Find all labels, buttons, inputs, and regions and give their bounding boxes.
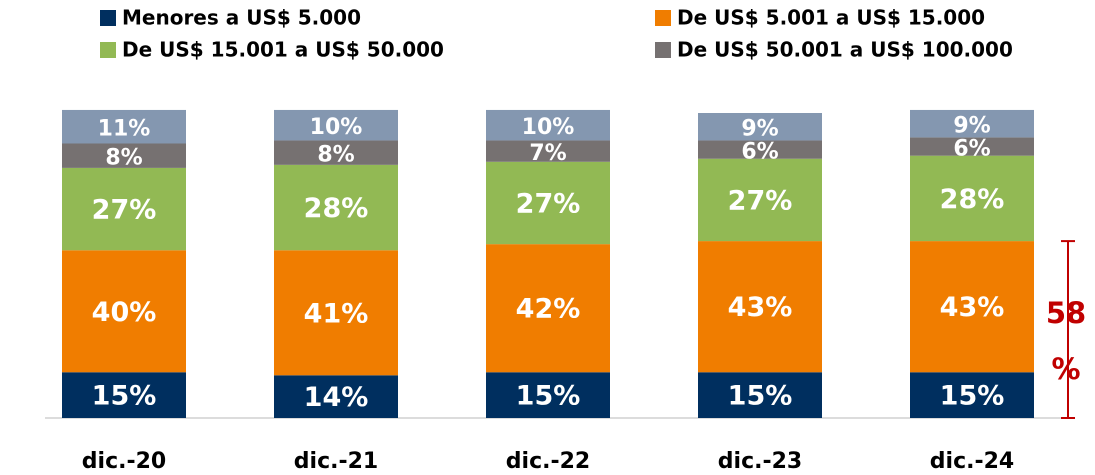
- data-label: 43%: [728, 292, 793, 323]
- data-label: 28%: [940, 184, 1005, 215]
- bar-segment: [274, 164, 398, 251]
- data-label: 9%: [741, 117, 778, 142]
- bar-segment: [698, 372, 822, 418]
- bar-segment: [486, 161, 610, 245]
- data-label: 28%: [304, 193, 369, 224]
- legend-label: Menores a US$ 5.000: [122, 6, 361, 30]
- data-label: 9%: [953, 114, 990, 139]
- bar-segment: [486, 109, 610, 141]
- data-label: 15%: [92, 381, 157, 412]
- bar-segment: [274, 140, 398, 165]
- data-label: 40%: [92, 297, 157, 328]
- legend-label: De US$ 5.001 a US$ 15.000: [677, 6, 985, 30]
- data-label: 10%: [522, 115, 575, 140]
- annotation: 58 %: [1045, 296, 1087, 386]
- x-tick-label: dic.-23: [718, 449, 802, 474]
- data-label: 10%: [310, 115, 363, 140]
- bar-segment: [698, 241, 822, 373]
- legend-label: De US$ 50.001 a US$ 100.000: [677, 38, 1013, 62]
- data-label: 15%: [940, 381, 1005, 412]
- bar-segment: [62, 167, 186, 251]
- x-tick-label: dic.-20: [82, 449, 166, 474]
- legend-swatch: [100, 42, 116, 58]
- bar-segment: [698, 158, 822, 242]
- data-label: 8%: [317, 143, 354, 168]
- bar-segment: [910, 109, 1034, 138]
- bar-segment: [698, 140, 822, 159]
- bar-segment: [62, 109, 186, 144]
- data-label: 27%: [728, 185, 793, 216]
- bar-segment: [910, 372, 1034, 418]
- x-tick-label: dic.-22: [506, 449, 590, 474]
- x-tick-label: dic.-24: [930, 449, 1014, 474]
- data-label: 11%: [98, 117, 151, 142]
- data-label: 41%: [304, 298, 369, 329]
- bar-segment: [62, 250, 186, 373]
- data-label: 6%: [953, 137, 990, 162]
- bar-segment: [62, 143, 186, 168]
- data-label: 15%: [516, 381, 581, 412]
- data-label: 7%: [529, 141, 566, 166]
- bar-segment: [486, 140, 610, 162]
- bar-segment: [698, 113, 822, 141]
- data-label: 43%: [940, 292, 1005, 323]
- data-label: 15%: [728, 381, 793, 412]
- bar-segment: [274, 250, 398, 376]
- bar-segment: [910, 155, 1034, 242]
- data-label: 27%: [92, 195, 157, 226]
- data-label: 42%: [516, 294, 581, 325]
- data-label: 14%: [304, 382, 369, 413]
- legend-swatch: [655, 10, 671, 26]
- data-label: 8%: [105, 146, 142, 171]
- bar-segment: [910, 137, 1034, 156]
- bar-segment: [274, 375, 398, 418]
- x-tick-label: dic.-21: [294, 449, 378, 474]
- bar-segment: [486, 372, 610, 418]
- legend-label: De US$ 15.001 a US$ 50.000: [122, 38, 444, 62]
- bar-segment: [274, 109, 398, 141]
- legend-swatch: [655, 42, 671, 58]
- bar-segment: [910, 241, 1034, 373]
- bar-segment: [486, 244, 610, 373]
- data-label: 6%: [741, 140, 778, 165]
- bar-segment: [62, 372, 186, 418]
- data-label: 27%: [516, 188, 581, 219]
- legend-swatch: [100, 10, 116, 26]
